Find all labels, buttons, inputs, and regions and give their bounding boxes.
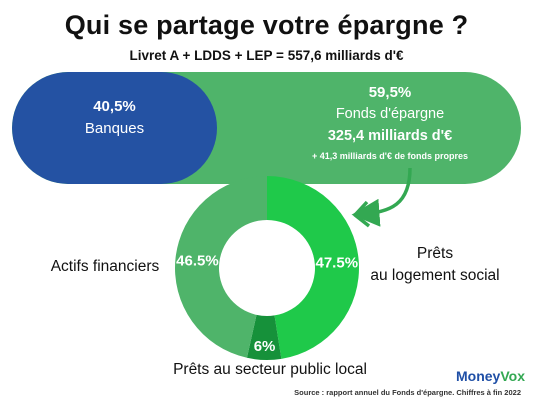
page-subtitle: Livret A + LDDS + LEP = 557,6 milliards … — [129, 48, 404, 63]
source-note: Source : rapport annuel du Fonds d'éparg… — [294, 388, 521, 397]
logo-part-vox: Vox — [500, 368, 525, 384]
fund-note: + 41,3 milliards d'€ de fonds propres — [312, 151, 468, 161]
donut-slice-labels: 47.5% 6% 46.5% — [176, 252, 358, 355]
label-prets-logement: Prêts au logement social — [360, 243, 510, 287]
fund-amount: 325,4 milliards d'€ — [327, 128, 453, 144]
label-prets-line1: Prêts — [416, 245, 454, 262]
banks-percent: 40,5% — [93, 98, 136, 115]
label-prets-line2: au logement social — [370, 267, 500, 284]
donut-slices — [175, 176, 360, 360]
fund-label: Fonds d'épargne — [335, 106, 445, 122]
fund-percent: 59,5% — [368, 84, 412, 101]
donut-slice-2 — [175, 176, 267, 358]
logo-part-money: Money — [456, 368, 501, 384]
label-actifs-financiers: Actifs financiers — [50, 258, 160, 275]
banks-segment — [12, 72, 217, 184]
donut-slice-label-2: 46.5% — [176, 252, 219, 269]
savings-split-bar: 40,5% Banques 59,5% Fonds d'épargne 325,… — [12, 72, 521, 184]
label-secteur-public: Prêts au secteur public local — [173, 361, 367, 378]
donut-slice-1 — [246, 314, 282, 360]
arrow-head-icon — [353, 200, 371, 228]
donut-slice-label-1: 6% — [254, 338, 276, 355]
arrow-curve — [351, 167, 412, 227]
banks-label: Banques — [84, 120, 145, 137]
moneyvox-logo: MoneyVox — [456, 368, 525, 384]
donut-slice-0 — [267, 176, 360, 359]
page-title: Qui se partage votre épargne ? — [64, 10, 469, 40]
donut-slice-label-0: 47.5% — [316, 255, 359, 272]
